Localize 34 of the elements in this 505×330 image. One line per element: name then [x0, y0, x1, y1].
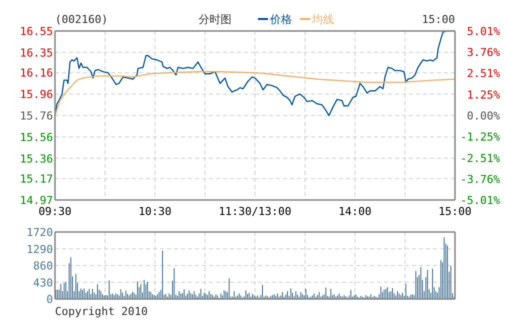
text: 0.00%	[466, 110, 500, 122]
y-tick-label: 860	[33, 260, 53, 272]
y-tick-label: 14.97	[20, 194, 53, 207]
text: 15:00	[422, 13, 455, 26]
x-tick-label: 09:30	[38, 205, 72, 218]
x-tick-label: 14:00	[338, 205, 372, 218]
y-tick-label: 15.76	[20, 110, 53, 122]
y-tick-label: 430	[33, 276, 53, 290]
text: Copyright 2010	[55, 305, 148, 318]
y-tick-label: 16.16	[20, 66, 53, 80]
text: 5.01%	[466, 25, 500, 38]
text: -2.51%	[460, 152, 500, 165]
y-tick-label: 15.17	[20, 172, 53, 186]
y-tick-label: 15.36	[20, 152, 53, 166]
y-tick-label: 15.56	[20, 130, 53, 144]
y-tick-label: 1290	[26, 242, 53, 256]
x-tick-label: 15:00	[438, 205, 472, 218]
chart-subtitle: (002160)	[55, 13, 108, 26]
text: -3.76%	[460, 172, 500, 186]
text: -1.25%	[460, 130, 500, 144]
x-tick-label: 11:30/13:00	[218, 205, 292, 218]
y-tick-label: 15.96	[20, 88, 53, 102]
text: 2.51%	[466, 67, 500, 80]
text: -5.01%	[460, 194, 500, 207]
y-tick-label: 1720	[26, 226, 53, 239]
y-tick-label: 16.35	[20, 46, 53, 60]
chart-title: 分时图	[198, 13, 232, 26]
y-tick-label: 16.55	[20, 25, 53, 38]
text: 3.76%	[466, 46, 500, 60]
text: 1.25%	[466, 88, 500, 102]
x-tick-label: 10:30	[138, 205, 172, 218]
legend-label: 价格	[269, 13, 292, 26]
y-tick-label: 0	[46, 293, 53, 306]
legend-label: 均线	[311, 13, 334, 26]
